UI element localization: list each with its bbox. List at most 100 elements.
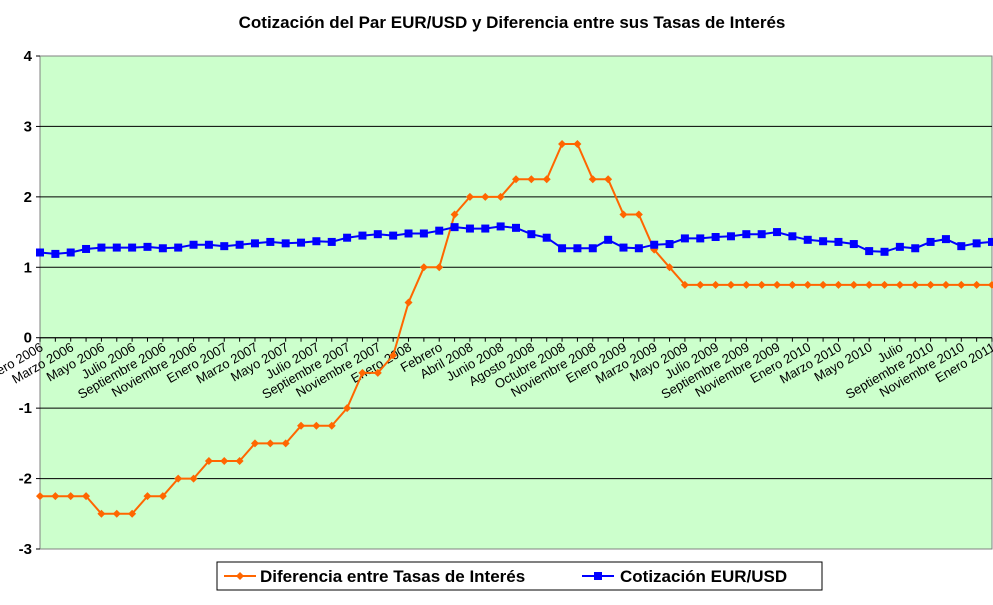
data-point-cotizacion: [343, 233, 352, 242]
data-point-cotizacion: [634, 244, 643, 253]
data-point-diferencia: [66, 492, 75, 501]
legend-box: [216, 561, 823, 591]
data-point-diferencia: [634, 210, 643, 219]
data-point-cotizacion: [51, 249, 60, 258]
data-point-cotizacion: [680, 234, 689, 243]
series-layer: [36, 140, 993, 518]
data-point-diferencia: [926, 280, 935, 289]
y-tick-label: 0: [24, 330, 32, 347]
data-point-diferencia: [112, 509, 121, 518]
data-point-cotizacion: [650, 240, 659, 249]
data-point-diferencia: [819, 280, 828, 289]
y-tick-label: 1: [24, 259, 32, 276]
data-point-diferencia: [481, 192, 490, 201]
data-point-cotizacion: [82, 244, 91, 253]
data-point-diferencia: [450, 210, 459, 219]
data-point-cotizacion: [742, 230, 751, 239]
legend-marker-diferencia: [236, 572, 244, 580]
legend-label-cotizacion: Cotización EUR/USD: [620, 567, 787, 586]
data-point-cotizacion: [558, 244, 567, 253]
data-point-diferencia: [158, 492, 167, 501]
data-point-diferencia: [297, 421, 306, 430]
data-point-diferencia: [51, 492, 60, 501]
data-point-diferencia: [373, 368, 382, 377]
data-point-diferencia: [189, 474, 198, 483]
data-point-diferencia: [36, 492, 44, 501]
legend-marker-cotizacion: [594, 572, 602, 580]
data-point-cotizacion: [204, 240, 213, 249]
data-point-cotizacion: [235, 240, 244, 249]
data-point-cotizacion: [250, 239, 259, 248]
data-point-diferencia: [726, 280, 735, 289]
data-point-diferencia: [204, 456, 213, 465]
data-point-cotizacion: [512, 223, 520, 232]
y-tick-label: 4: [24, 48, 33, 65]
data-point-diferencia: [588, 175, 597, 184]
data-point-diferencia: [849, 280, 858, 289]
data-point-diferencia: [788, 280, 797, 289]
data-point-diferencia: [312, 421, 321, 430]
data-point-cotizacion: [465, 224, 474, 233]
data-point-cotizacion: [972, 239, 981, 248]
data-point-diferencia: [250, 439, 259, 448]
data-point-cotizacion: [726, 232, 735, 241]
data-point-diferencia: [343, 404, 352, 413]
data-point-cotizacion: [957, 242, 966, 251]
data-point-diferencia: [235, 456, 244, 465]
data-point-cotizacion: [819, 237, 828, 246]
y-tick-label: -1: [19, 400, 32, 417]
legend[interactable]: Diferencia entre Tasas de Interés Cotiza…: [216, 561, 823, 591]
data-point-cotizacion: [880, 247, 889, 256]
data-point-cotizacion: [895, 242, 904, 251]
data-point-cotizacion: [481, 224, 490, 233]
data-point-cotizacion: [711, 233, 720, 242]
data-point-diferencia: [419, 263, 428, 272]
data-point-diferencia: [465, 192, 474, 201]
data-point-diferencia: [281, 439, 290, 448]
data-point-cotizacion: [158, 244, 167, 253]
data-point-diferencia: [941, 280, 950, 289]
y-tick-label: 3: [24, 118, 32, 135]
data-point-diferencia: [97, 509, 106, 518]
data-point-cotizacion: [112, 243, 121, 252]
data-point-diferencia: [82, 492, 91, 501]
data-point-diferencia: [327, 421, 336, 430]
data-point-cotizacion: [542, 233, 551, 242]
data-point-cotizacion: [665, 240, 674, 249]
y-tick-label: -3: [19, 541, 32, 558]
data-point-cotizacion: [757, 230, 766, 239]
data-point-diferencia: [143, 492, 152, 501]
data-point-cotizacion: [773, 228, 782, 237]
data-point-diferencia: [604, 175, 613, 184]
data-point-cotizacion: [911, 244, 920, 253]
data-point-cotizacion: [97, 243, 106, 252]
plot-area: [39, 55, 993, 550]
data-point-cotizacion: [941, 235, 950, 244]
data-point-diferencia: [957, 280, 966, 289]
data-point-cotizacion: [297, 238, 306, 247]
data-point-cotizacion: [527, 230, 536, 239]
data-point-diferencia: [220, 456, 229, 465]
data-point-diferencia: [834, 280, 843, 289]
data-point-cotizacion: [327, 237, 336, 246]
data-point-cotizacion: [373, 230, 382, 239]
data-point-cotizacion: [619, 243, 628, 252]
data-point-diferencia: [435, 263, 444, 272]
data-point-cotizacion: [988, 237, 993, 246]
data-point-cotizacion: [803, 235, 812, 244]
chart-title: Cotización del Par EUR/USD y Diferencia …: [239, 13, 786, 32]
data-point-cotizacion: [281, 239, 290, 248]
data-point-cotizacion: [573, 244, 582, 253]
data-point-diferencia: [389, 351, 398, 360]
data-point-diferencia: [128, 509, 137, 518]
y-axis: -3 -2 -1 0 1 2 3 4: [19, 48, 40, 558]
data-point-cotizacion: [128, 243, 137, 252]
data-point-cotizacion: [358, 231, 367, 240]
data-point-diferencia: [174, 474, 183, 483]
data-point-diferencia: [619, 210, 628, 219]
data-point-diferencia: [880, 280, 889, 289]
legend-label-diferencia: Diferencia entre Tasas de Interés: [260, 567, 525, 586]
data-point-cotizacion: [174, 243, 183, 252]
